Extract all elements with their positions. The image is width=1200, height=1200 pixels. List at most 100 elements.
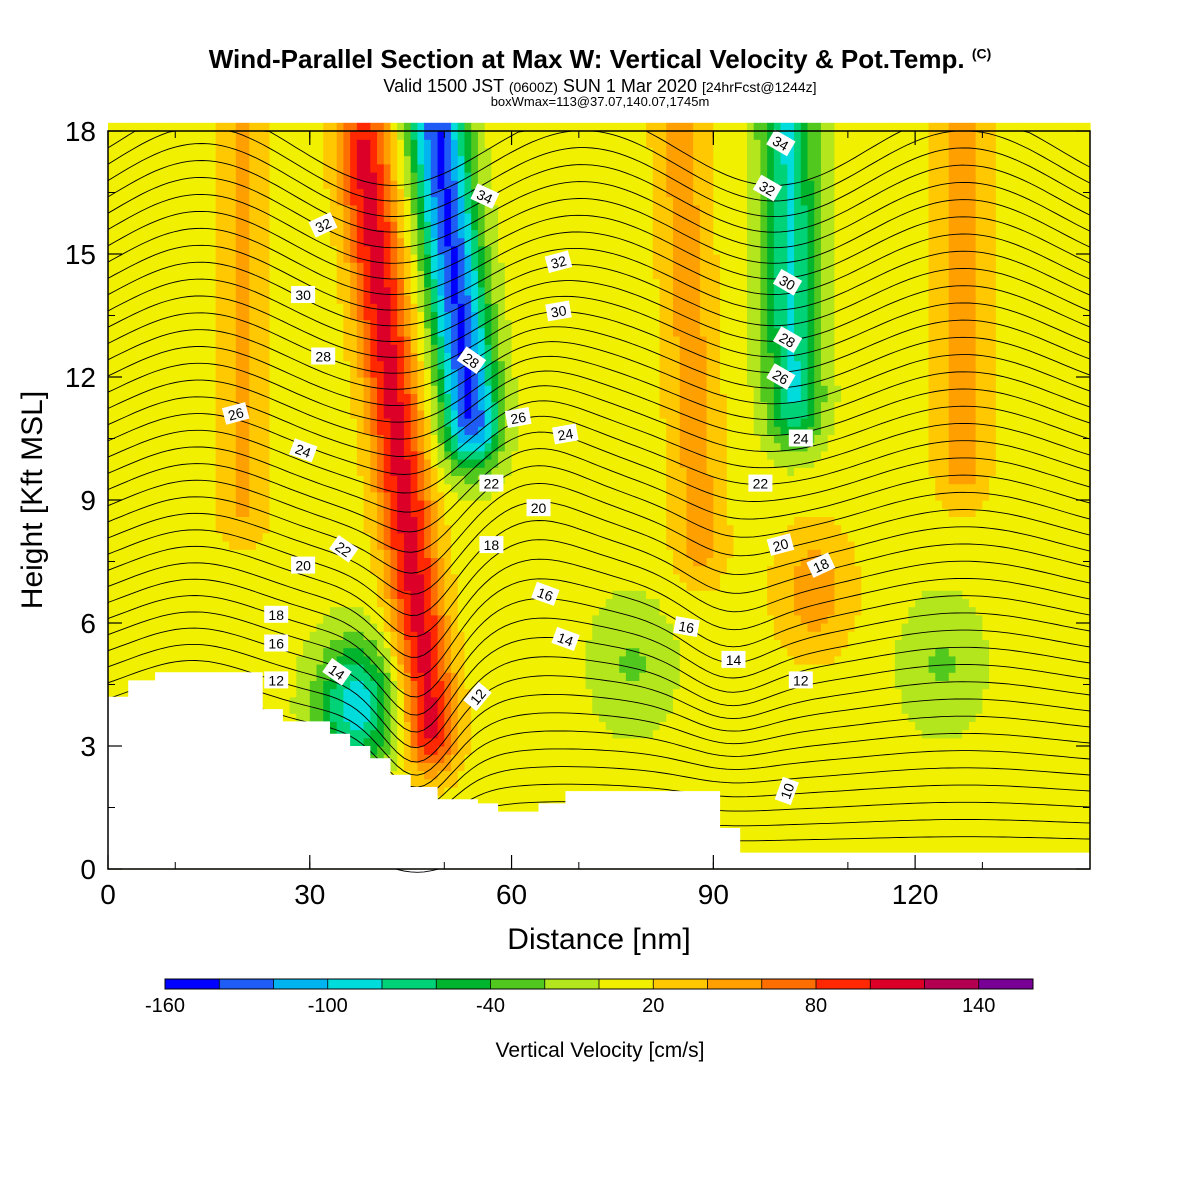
velocity-cell (397, 655, 405, 665)
velocity-cell (188, 393, 197, 403)
velocity-cell (356, 516, 365, 526)
velocity-cell (141, 606, 149, 616)
velocity-cell (303, 270, 311, 280)
velocity-cell (471, 500, 479, 509)
velocity-cell (343, 508, 351, 517)
velocity-cell (350, 401, 358, 411)
velocity-cell (323, 500, 331, 509)
velocity-cell (457, 491, 466, 501)
velocity-cell (403, 483, 412, 493)
velocity-cell (242, 541, 250, 550)
velocity-cell (303, 180, 311, 189)
velocity-cell (181, 459, 190, 468)
velocity-cell (303, 582, 311, 591)
velocity-cell (471, 721, 479, 731)
velocity-cell (181, 418, 190, 427)
velocity-cell (316, 163, 324, 173)
velocity-cell (202, 245, 210, 255)
velocity-cell (410, 434, 418, 444)
velocity-cell (168, 475, 176, 485)
velocity-cell (316, 245, 324, 255)
velocity-cell (289, 155, 297, 165)
velocity-cell (437, 573, 445, 583)
velocity-cell (208, 606, 217, 616)
velocity-cell (208, 401, 217, 411)
velocity-cell (403, 598, 412, 608)
velocity-cell (350, 623, 358, 632)
velocity-cell (114, 155, 123, 165)
velocity-cell (161, 254, 170, 263)
velocity-cell (202, 344, 210, 353)
velocity-cell (350, 180, 358, 189)
velocity-cell (255, 270, 264, 280)
velocity-cell (208, 368, 217, 378)
velocity-cell (276, 418, 284, 427)
velocity-cell (262, 303, 271, 312)
velocity-cell (444, 139, 452, 148)
velocity-cell (229, 336, 237, 345)
velocity-cell (356, 549, 365, 558)
velocity-cell (249, 450, 257, 460)
velocity-cell (195, 254, 203, 263)
velocity-cell (370, 278, 378, 288)
velocity-cell (148, 311, 156, 321)
velocity-cell (464, 172, 472, 181)
velocity-cell (121, 385, 129, 394)
velocity-cell (128, 352, 136, 362)
velocity-cell (383, 500, 392, 509)
velocity-cell (181, 270, 190, 280)
velocity-cell (269, 327, 277, 337)
velocity-cell (249, 368, 257, 378)
velocity-cell (208, 155, 217, 165)
velocity-cell (370, 696, 378, 706)
velocity-cell (303, 196, 311, 206)
velocity-cell (471, 573, 479, 583)
velocity-cell (242, 278, 250, 288)
velocity-cell (202, 286, 210, 296)
velocity-cell (403, 131, 412, 140)
velocity-cell (403, 393, 412, 403)
velocity-cell (208, 352, 217, 362)
velocity-cell (457, 737, 466, 747)
velocity-cell (417, 770, 425, 780)
velocity-cell (215, 524, 223, 534)
velocity-cell (255, 262, 264, 271)
velocity-cell (269, 467, 277, 476)
velocity-cell (303, 606, 311, 616)
velocity-cell (303, 696, 311, 706)
velocity-cell (343, 180, 351, 189)
velocity-cell (128, 639, 136, 649)
velocity-cell (269, 524, 277, 534)
velocity-cell (235, 475, 244, 485)
velocity-cell (309, 696, 318, 706)
velocity-cell (202, 524, 210, 534)
velocity-cell (128, 368, 136, 378)
velocity-cell (181, 664, 190, 673)
velocity-cell (134, 360, 143, 370)
velocity-cell (108, 426, 116, 435)
velocity-cell (155, 295, 163, 304)
velocity-cell (175, 426, 183, 435)
velocity-cell (383, 237, 392, 247)
velocity-cell (323, 237, 331, 247)
velocity-cell (262, 377, 271, 386)
velocity-cell (370, 286, 378, 296)
velocity-cell (141, 303, 149, 312)
velocity-cell (175, 180, 183, 189)
velocity-cell (148, 336, 156, 345)
velocity-cell (128, 213, 136, 222)
velocity-cell (444, 295, 452, 304)
velocity-cell (175, 565, 183, 575)
velocity-cell (242, 614, 250, 624)
velocity-cell (161, 188, 170, 198)
velocity-cell (114, 368, 123, 378)
velocity-cell (134, 213, 143, 222)
velocity-cell (430, 336, 439, 345)
velocity-cell (303, 459, 311, 468)
velocity-cell (451, 664, 459, 673)
velocity-cell (383, 319, 392, 329)
velocity-cell (417, 532, 425, 542)
velocity-cell (155, 147, 163, 157)
velocity-cell (370, 147, 378, 157)
velocity-cell (121, 393, 129, 403)
